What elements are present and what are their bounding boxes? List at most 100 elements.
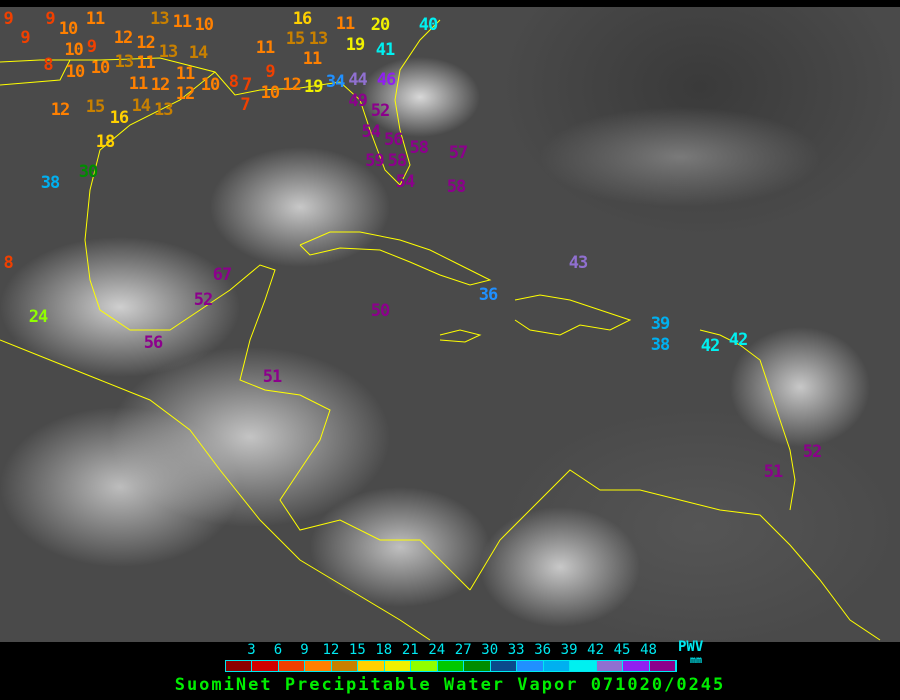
station-pwv-label: 40	[418, 14, 439, 35]
south-america-coast	[469, 469, 881, 641]
station-pwv-label: 11	[85, 8, 106, 29]
color-swatch	[358, 661, 385, 671]
legend-tick: 30	[481, 642, 499, 658]
station-pwv-label: 20	[370, 14, 391, 35]
pacific-coast	[0, 339, 431, 641]
station-pwv-label: 16	[109, 107, 130, 128]
color-swatch	[517, 661, 544, 671]
satellite-image	[0, 7, 900, 642]
legend-tick: 18	[375, 642, 393, 658]
station-pwv-label: 13	[154, 100, 174, 120]
lesser-antilles	[699, 329, 796, 511]
station-pwv-label: 42	[728, 329, 749, 350]
jamaica	[439, 329, 482, 343]
legend-tick: 24	[428, 642, 446, 658]
station-pwv-label: 10	[65, 61, 86, 82]
station-pwv-label: 56	[383, 129, 404, 150]
state-borders	[0, 59, 71, 86]
station-pwv-label: 8	[228, 71, 239, 92]
station-pwv-label: 9	[3, 8, 14, 29]
station-pwv-label: 10	[58, 19, 79, 39]
station-pwv-label: 19	[345, 35, 366, 55]
color-swatch	[411, 661, 438, 671]
station-pwv-label: 57	[448, 142, 469, 163]
station-pwv-label: 43	[568, 252, 589, 273]
station-pwv-label: 52	[370, 100, 391, 121]
color-swatch	[331, 661, 359, 671]
legend-tick: 15	[348, 642, 366, 658]
station-pwv-label: 36	[478, 284, 499, 305]
color-swatch	[464, 661, 491, 671]
hispaniola	[514, 294, 632, 336]
station-pwv-label: 9	[20, 27, 30, 48]
station-pwv-label: 58	[446, 176, 467, 197]
station-pwv-label: 38	[40, 172, 61, 193]
legend-tick: 42	[587, 642, 605, 658]
color-legend: 3 6 9 12 15 18 21 24 27 30 33 36 39 42 45 48 PWV mm Suo…	[0, 639, 900, 700]
station-pwv-label: 59	[365, 150, 385, 171]
color-swatch	[543, 661, 571, 671]
station-pwv-label: 38	[650, 335, 671, 355]
station-pwv-label: 12	[150, 74, 171, 95]
station-pwv-label: 52	[193, 289, 214, 310]
color-swatch	[305, 661, 332, 671]
color-scale-bar	[225, 660, 677, 672]
station-pwv-label: 14	[188, 42, 209, 63]
unit-label: PWV	[678, 639, 704, 655]
color-swatch	[437, 661, 465, 671]
color-swatch	[623, 661, 650, 671]
map-title: SuomiNet Precipitable Water Vapor 071020…	[174, 675, 726, 695]
color-swatch	[384, 661, 412, 671]
legend-tick: 12	[322, 642, 340, 658]
legend-tick: 27	[454, 642, 472, 658]
station-pwv-label: 14	[131, 95, 152, 116]
station-pwv-label: 58	[387, 151, 408, 171]
legend-tick: 33	[507, 642, 525, 658]
station-pwv-label: 10	[260, 83, 281, 103]
station-pwv-label: 54	[361, 121, 382, 142]
station-pwv-label: 44	[348, 70, 368, 90]
station-pwv-label: 9	[45, 8, 55, 29]
station-pwv-label: 24	[28, 306, 49, 327]
station-pwv-label: 67	[212, 264, 233, 285]
station-pwv-label: 12	[113, 27, 134, 48]
station-pwv-label: 18	[95, 131, 116, 152]
color-swatch	[226, 661, 253, 671]
station-pwv-label: 8	[3, 252, 14, 273]
station-pwv-label: 7	[242, 74, 252, 95]
station-pwv-label: 12	[50, 99, 71, 120]
station-pwv-label: 12	[136, 32, 156, 53]
station-pwv-label: 10	[200, 74, 221, 95]
station-pwv-label: 13	[150, 8, 170, 29]
station-pwv-label: 9	[265, 62, 275, 82]
station-pwv-label: 11	[175, 63, 196, 84]
station-pwv-label: 39	[650, 314, 671, 334]
legend-tick: 3	[247, 642, 256, 658]
legend-tick: 39	[560, 642, 578, 658]
station-pwv-label: 9	[86, 36, 97, 57]
station-pwv-label: 8	[43, 54, 53, 75]
station-pwv-label: 58	[409, 137, 430, 158]
station-pwv-label: 11	[255, 37, 276, 58]
legend-tick: 45	[613, 642, 631, 658]
station-pwv-label: 13	[308, 28, 329, 49]
station-pwv-label: 30	[78, 161, 99, 182]
legend-tick: 9	[300, 642, 309, 658]
station-pwv-label: 49	[348, 91, 368, 111]
station-pwv-label: 13	[114, 51, 135, 72]
station-pwv-label: 16	[292, 8, 313, 29]
legend-tick: 36	[534, 642, 552, 658]
station-pwv-label: 56	[143, 332, 164, 353]
station-pwv-label: 51	[763, 461, 784, 482]
station-pwv-label: 10	[64, 40, 84, 60]
station-pwv-label: 41	[375, 39, 396, 60]
station-pwv-label: 54	[395, 172, 416, 192]
color-swatch	[252, 661, 279, 671]
station-pwv-label: 11	[128, 73, 149, 94]
station-pwv-label: 51	[262, 366, 283, 387]
legend-tick: 48	[640, 642, 657, 658]
legend-tick: 6	[273, 642, 283, 658]
color-swatch	[278, 661, 306, 671]
